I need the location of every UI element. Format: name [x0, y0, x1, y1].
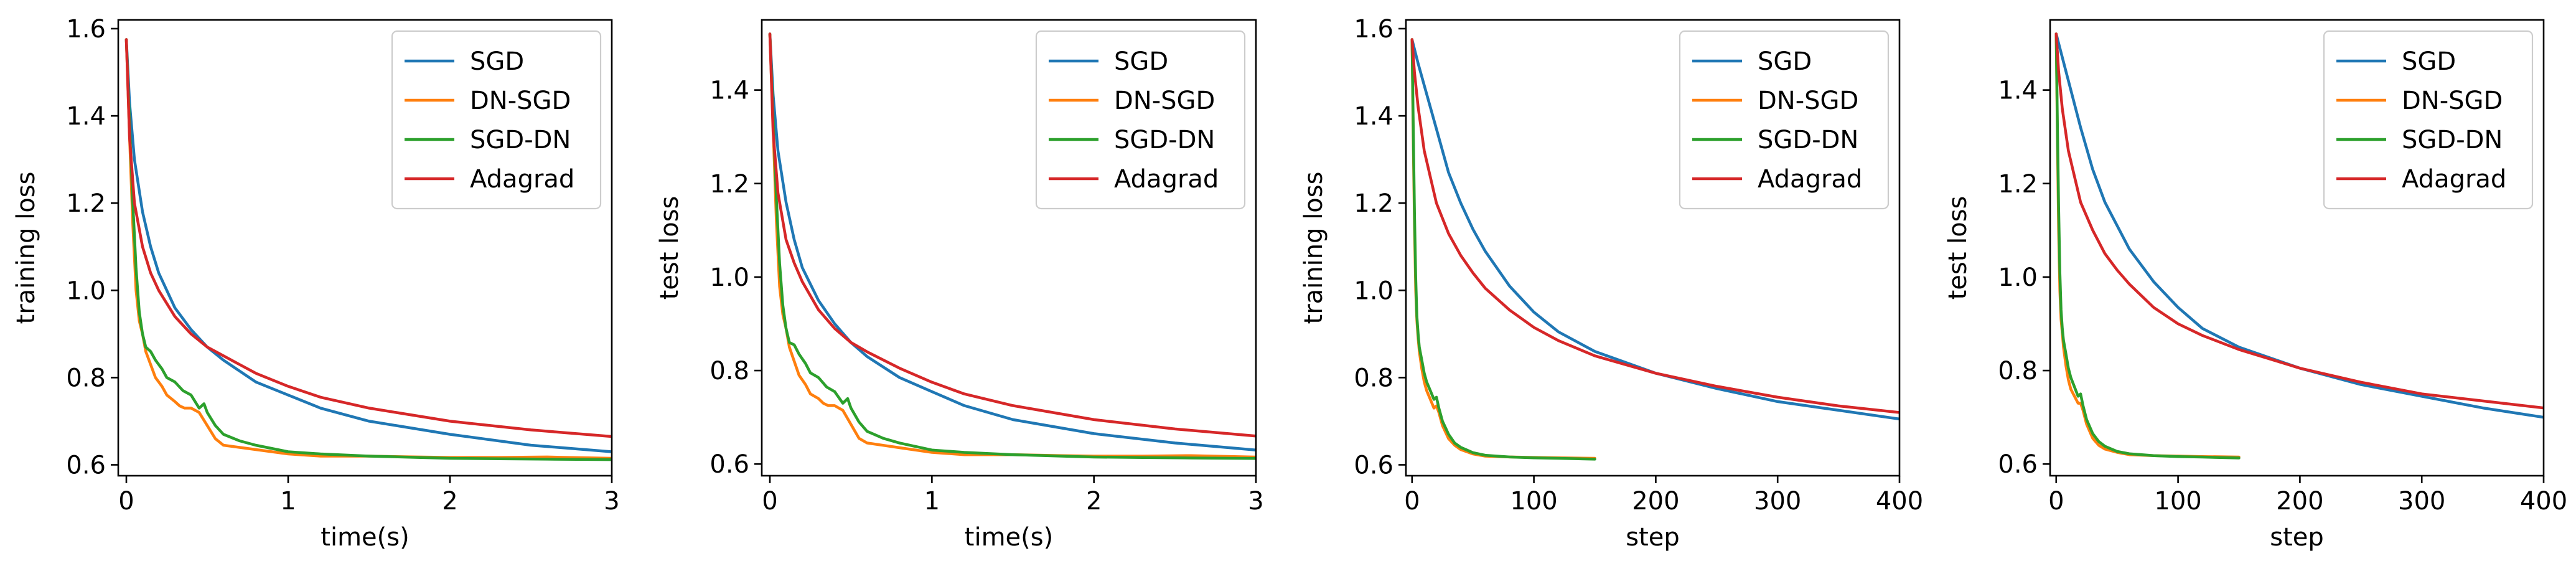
chart-panel-2: 0 1 2 3 0.6 0.8 1.0 1.2 1.4 time(s) test loss SGD DN…: [655, 19, 1264, 552]
legend-label-sgd: SGD: [1114, 47, 1168, 76]
x-tick-label: 0: [762, 487, 777, 516]
x-tick-label: 1: [280, 487, 296, 516]
series-line-adagrad: [124, 38, 612, 438]
legend-label-dn-sgd: DN-SGD: [1114, 87, 1215, 115]
series-line-sgd-dn: [124, 38, 612, 461]
legend-frame: [1679, 30, 1890, 210]
legend-label-adagrad: Adagrad: [470, 165, 574, 194]
x-axis-label: time(s): [321, 523, 409, 552]
legend-label-sgd-dn: SGD-DN: [1758, 126, 1858, 154]
series-line-adagrad: [768, 32, 1256, 438]
series-line-sgd-dn: [768, 32, 1256, 460]
legend-label-sgd: SGD: [1758, 47, 1812, 76]
series-group: [1410, 38, 1899, 461]
y-tick-label: 1.2: [1354, 189, 1393, 218]
legend: SGD DN-SGD SGD-DN Adagrad: [2323, 30, 2534, 210]
x-tick-label: 3: [1248, 487, 1263, 516]
x-tick-label: 0: [118, 487, 134, 516]
x-tick-label: 300: [2398, 487, 2445, 516]
series-line-sgd: [1410, 38, 1899, 421]
series-group: [2054, 32, 2544, 460]
plot-frame: [2049, 19, 2545, 477]
legend-label-sgd: SGD: [2402, 47, 2456, 76]
plot-frame: [1405, 19, 1901, 477]
x-tick-label: 1: [924, 487, 940, 516]
legend-frame: [1035, 30, 1246, 210]
legend-label-sgd-dn: SGD-DN: [1114, 126, 1215, 154]
y-tick-label: 0.6: [1998, 450, 2038, 479]
y-tick-label: 1.4: [710, 77, 749, 105]
x-tick-label: 400: [1876, 487, 1923, 516]
legend-label-dn-sgd: DN-SGD: [470, 87, 571, 115]
x-axis-label: step: [1626, 523, 1680, 552]
y-tick-label: 1.0: [1354, 276, 1393, 305]
x-tick-label: 100: [2154, 487, 2201, 516]
y-tick-label: 1.2: [66, 189, 106, 218]
x-tick-label: 3: [604, 487, 619, 516]
legend-frame: [391, 30, 602, 210]
legend-frame: [2323, 30, 2534, 210]
series-group: [768, 32, 1256, 460]
y-axis-label: test loss: [655, 196, 684, 300]
x-tick-label: 0: [2048, 487, 2064, 516]
chart-panel-3: 0 100 200 300 400 0.6 0.8 1.0 1.2 1.4 1.6 step train…: [1300, 15, 1923, 552]
y-tick-label: 1.0: [1998, 263, 2038, 292]
y-tick-label: 1.6: [66, 15, 106, 44]
x-tick-label: 400: [2520, 487, 2567, 516]
series-line-adagrad: [1410, 38, 1899, 414]
y-axis-label: training loss: [1300, 172, 1328, 324]
legend: SGD DN-SGD SGD-DN Adagrad: [1679, 30, 1890, 210]
x-tick-label: 300: [1754, 487, 1801, 516]
x-tick-label: 200: [2276, 487, 2323, 516]
legend-label-sgd-dn: SGD-DN: [2402, 126, 2503, 154]
y-tick-label: 0.8: [710, 357, 749, 385]
y-tick-label: 0.8: [66, 364, 106, 392]
legend: SGD DN-SGD SGD-DN Adagrad: [391, 30, 602, 210]
x-tick-label: 2: [1086, 487, 1102, 516]
series-line-dn-sgd: [2054, 32, 2241, 459]
x-tick-label: 2: [442, 487, 457, 516]
y-tick-label: 1.6: [1354, 15, 1393, 44]
legend: SGD DN-SGD SGD-DN Adagrad: [1035, 30, 1246, 210]
y-tick-label: 1.0: [66, 276, 106, 305]
y-tick-label: 1.4: [66, 102, 106, 131]
y-tick-label: 0.6: [710, 450, 749, 479]
y-axis-label: training loss: [12, 172, 40, 324]
y-tick-label: 1.4: [1998, 77, 2038, 105]
series-group: [124, 38, 612, 461]
legend-label-adagrad: Adagrad: [2402, 165, 2506, 194]
legend-label-dn-sgd: DN-SGD: [1758, 87, 1858, 115]
series-line-dn-sgd: [1410, 38, 1596, 460]
legend-label-sgd-dn: SGD-DN: [470, 126, 571, 154]
series-line-sgd-dn: [2054, 32, 2241, 460]
y-tick-label: 1.0: [710, 263, 749, 292]
x-axis-label: time(s): [965, 523, 1053, 552]
y-tick-label: 0.6: [66, 451, 106, 479]
chart-panel-1: 0 1 2 3 0.6 0.8 1.0 1.2 1.4 1.6 time(s) training lo…: [12, 15, 620, 552]
y-axis-label: test loss: [1944, 196, 1972, 300]
x-axis-label: step: [2270, 523, 2324, 552]
legend-label-adagrad: Adagrad: [1114, 165, 1219, 194]
legend-label-sgd: SGD: [470, 47, 524, 76]
y-tick-label: 1.2: [1998, 170, 2038, 199]
chart-panel-4: 0 100 200 300 400 0.6 0.8 1.0 1.2 1.4 step test los…: [1944, 19, 2567, 552]
y-tick-label: 0.8: [1998, 357, 2038, 385]
series-line-sgd-dn: [1410, 38, 1596, 461]
series-line-adagrad: [2054, 32, 2544, 410]
legend-label-dn-sgd: DN-SGD: [2402, 87, 2503, 115]
x-tick-label: 200: [1632, 487, 1679, 516]
y-tick-label: 0.6: [1354, 451, 1393, 479]
y-tick-label: 1.4: [1354, 102, 1393, 131]
plot-frame: [117, 19, 613, 477]
plot-frame: [761, 19, 1257, 477]
x-tick-label: 0: [1404, 487, 1420, 516]
x-tick-label: 100: [1510, 487, 1557, 516]
y-tick-label: 1.2: [710, 170, 749, 199]
series-line-sgd: [2054, 32, 2544, 419]
y-tick-label: 0.8: [1354, 364, 1393, 392]
legend-label-adagrad: Adagrad: [1758, 165, 1862, 194]
